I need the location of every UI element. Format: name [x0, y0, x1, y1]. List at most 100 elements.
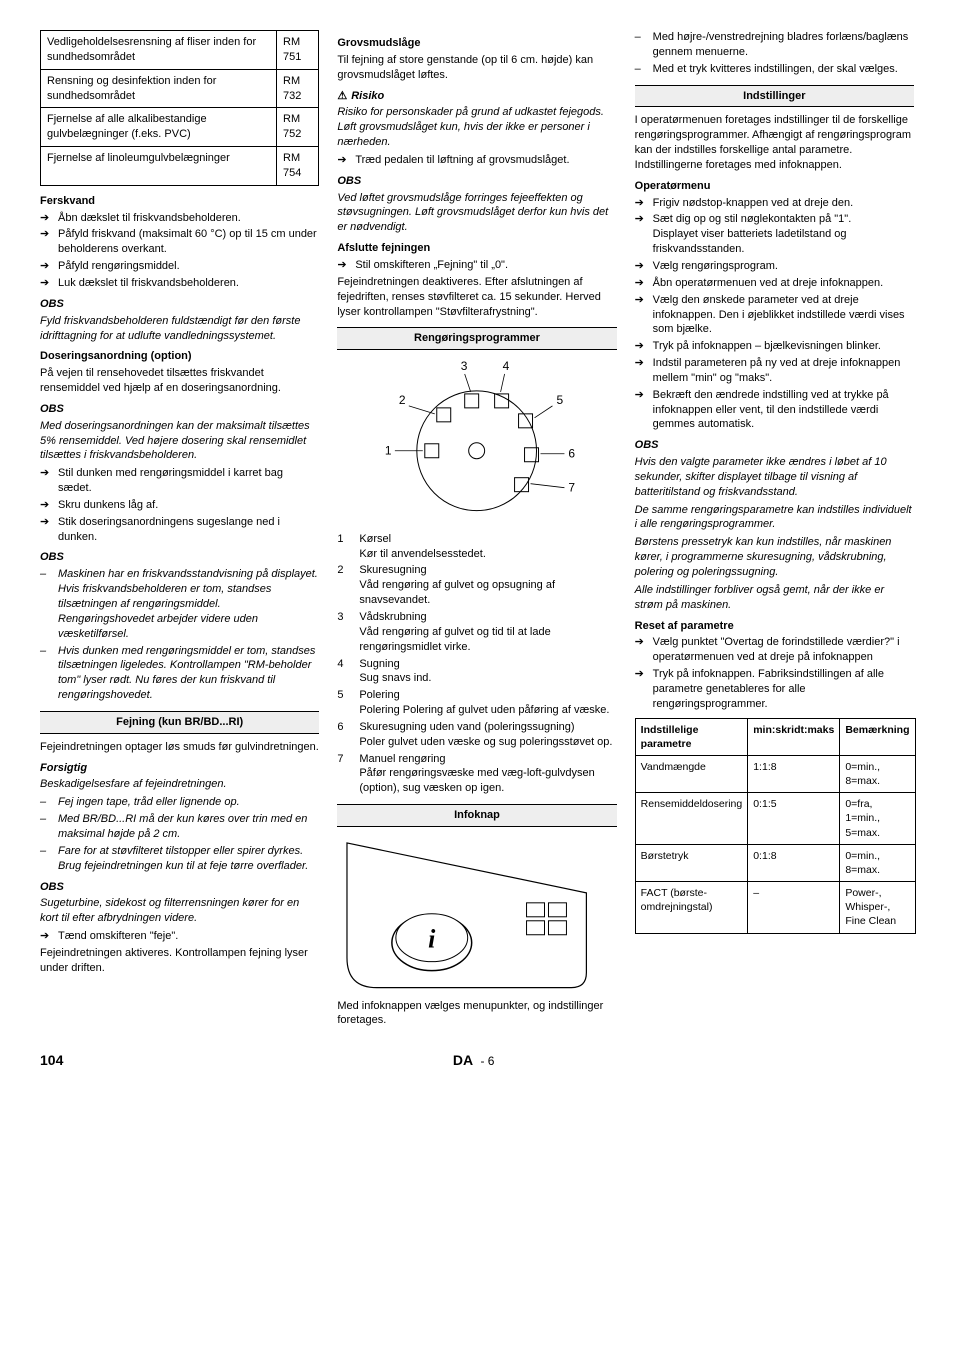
list-item: Frigiv nødstop-knappen ved at dreje den. [635, 196, 914, 211]
list-item: Med højre-/venstredrejning bladres forlæ… [635, 30, 914, 60]
dial-label-6: 6 [569, 447, 576, 461]
dial-label-5: 5 [557, 393, 564, 407]
infoknap-caption: Med infoknappen vælges menupunkter, og i… [337, 999, 616, 1029]
column-2: Grovsmudslåge Til fejning af store genst… [337, 30, 616, 1031]
grov-step: Træd pedalen til løftning af grovsmudslå… [337, 153, 616, 168]
risiko-label: Risiko [337, 89, 616, 104]
operatormenu-steps: Frigiv nødstop-knappen ved at dreje den.… [635, 196, 914, 433]
forsigtig-list: Fej ingen tape, tråd eller lignende op. … [40, 795, 319, 873]
rm-code: RM 751 [277, 31, 319, 70]
infoknap-diagram: i [337, 833, 616, 993]
rm-desc: Fjernelse af linoleumgulvbelægninger [41, 147, 277, 186]
rm-code: RM 754 [277, 147, 319, 186]
section-infoknap: Infoknap [337, 804, 616, 827]
dial-label-1: 1 [385, 444, 392, 458]
list-item: Fare for at støvfilteret tilstopper elle… [40, 844, 319, 874]
list-item: 5PoleringPolering Polering af gulvet ude… [337, 688, 616, 718]
th: min:skridt:maks [748, 718, 840, 755]
section-rengor: Rengøringsprogrammer [337, 327, 616, 350]
list-item: Træd pedalen til løftning af grovsmudslå… [337, 153, 616, 168]
program-list: 1KørselKør til anvendelsesstedet. 2Skure… [337, 532, 616, 796]
infoknap-actions: Med højre-/venstredrejning bladres forlæ… [635, 30, 914, 77]
fejning-step: Tænd omskifteren "feje". [40, 929, 319, 944]
list-item: Maskinen har en friskvandsstandvisning p… [40, 567, 319, 641]
dial-label-3: 3 [461, 359, 468, 373]
footer-center: DA - 6 [453, 1051, 495, 1070]
list-item: Vælg rengøringsprogram. [635, 259, 914, 274]
obs-label: OBS [40, 297, 319, 312]
obs-para: Alle indstillinger forbliver også gemt, … [635, 583, 914, 613]
dosering-intro: På vejen til rensehovedet tilsættes fris… [40, 366, 319, 396]
heading-operatormenu: Operatørmenu [635, 179, 914, 194]
rm-desc: Rensning og desinfektion inden for sundh… [41, 69, 277, 108]
reset-steps: Vælg punktet "Overtag de forindstillede … [635, 635, 914, 711]
dial-svg: 1 2 3 4 5 6 7 [337, 356, 616, 526]
indstil-intro: I operatørmenuen foretages indstillinger… [635, 113, 914, 172]
list-item: Stik doseringsanordningens sugeslange ne… [40, 515, 319, 545]
list-item: Skru dunkens låg af. [40, 498, 319, 513]
list-item: Tænd omskifteren "feje". [40, 929, 319, 944]
heading-reset: Reset af parametre [635, 619, 914, 634]
column-1: Vedligeholdelsesrensning af fliser inden… [40, 30, 319, 1031]
list-item: Indstil parameteren på ny ved at dreje i… [635, 356, 914, 386]
page-number-left: 104 [40, 1051, 63, 1070]
list-item: Hvis dunken med rengøringsmiddel er tom,… [40, 644, 319, 703]
list-item: Tryk på infoknappen. Fabriksindstillinge… [635, 667, 914, 712]
dosering-notes: Maskinen har en friskvandsstandvisning p… [40, 567, 319, 703]
list-item: 1KørselKør til anvendelsesstedet. [337, 532, 616, 562]
svg-text:i: i [429, 925, 437, 954]
list-item: 7Manuel rengøringPåfør rengøringsvæske m… [337, 752, 616, 797]
list-item: Bekræft den ændrede indstilling ved at t… [635, 388, 914, 433]
obs-label: OBS [635, 438, 914, 453]
list-item: Åbn operatørmenuen ved at dreje infoknap… [635, 276, 914, 291]
obs-label: OBS [337, 174, 616, 189]
forsigtig-text: Beskadigelsesfare af fejeindretningen. [40, 777, 319, 792]
obs-text: Fyld friskvandsbeholderen fuldstændigt f… [40, 314, 319, 344]
obs-label: OBS [40, 550, 319, 565]
list-item: Vælg punktet "Overtag de forindstillede … [635, 635, 914, 665]
table-row: Fjernelse af linoleumgulvbelægningerRM 7… [41, 147, 319, 186]
dial-diagram: 1 2 3 4 5 6 7 [337, 356, 616, 526]
list-item: Påfyld rengøringsmiddel. [40, 259, 319, 274]
rm-table: Vedligeholdelsesrensning af fliser inden… [40, 30, 319, 186]
obs-text: Med doseringsanordningen kan der maksima… [40, 419, 319, 464]
forsigtig-label: Forsigtig [40, 761, 319, 776]
list-item: 4SugningSug snavs ind. [337, 657, 616, 687]
obs-label: OBS [40, 880, 319, 895]
section-indstillinger: Indstillinger [635, 85, 914, 108]
section-fejning: Fejning (kun BR/BD...RI) [40, 711, 319, 734]
th: Indstillelige parametre [635, 718, 748, 755]
rm-code: RM 732 [277, 69, 319, 108]
table-row: Vandmængde1:1:80=min., 8=max. [635, 755, 915, 792]
dial-label-7: 7 [569, 481, 576, 495]
page-footer: 104 DA - 6 [40, 1051, 914, 1070]
table-header-row: Indstillelige parametre min:skridt:maks … [635, 718, 915, 755]
th: Bemærkning [840, 718, 915, 755]
dial-label-4: 4 [503, 359, 510, 373]
footer-lang: DA [453, 1052, 473, 1068]
grov-intro: Til fejning af store genstande (op til 6… [337, 53, 616, 83]
obs-para: Børstens pressetryk kan kun indstilles, … [635, 535, 914, 580]
table-row: Fjernelse af alle alkalibestandige gulvb… [41, 108, 319, 147]
obs-text: Sugeturbine, sidekost og filterrensninge… [40, 896, 319, 926]
risiko-text: Risiko for personskader på grund af udka… [337, 105, 616, 150]
obs-para: De samme rengøringsparametre kan indstil… [635, 503, 914, 533]
afslutte-text: Fejeindretningen deaktiveres. Efter afsl… [337, 275, 616, 320]
table-row: FACT (børste-omdrejningstal)–Power-, Whi… [635, 882, 915, 934]
rm-code: RM 752 [277, 108, 319, 147]
list-item: 3VådskrubningVåd rengøring af gulvet og … [337, 610, 616, 655]
dosering-steps: Stil dunken med rengøringsmiddel i karre… [40, 466, 319, 544]
list-item: Med et tryk kvitteres indstillingen, der… [635, 62, 914, 77]
heading-grov: Grovsmudslåge [337, 36, 616, 51]
heading-ferskvand: Ferskvand [40, 194, 319, 209]
list-item: 2SkuresugningVåd rengøring af gulvet og … [337, 563, 616, 608]
obs-label: OBS [40, 402, 319, 417]
fejning-intro: Fejeindretningen optager løs smuds før g… [40, 740, 319, 755]
list-item: Påfyld friskvand (maksimalt 60 °C) op ti… [40, 227, 319, 257]
list-item: 6Skuresugning uden vand (poleringssugnin… [337, 720, 616, 750]
obs-text: Ved løftet grovsmudslåge forringes fejee… [337, 191, 616, 236]
list-item: Fej ingen tape, tråd eller lignende op. [40, 795, 319, 810]
page-columns: Vedligeholdelsesrensning af fliser inden… [40, 30, 914, 1031]
list-item: Åbn dækslet til friskvandsbeholderen. [40, 211, 319, 226]
ferskvand-steps: Åbn dækslet til friskvandsbeholderen. På… [40, 211, 319, 291]
